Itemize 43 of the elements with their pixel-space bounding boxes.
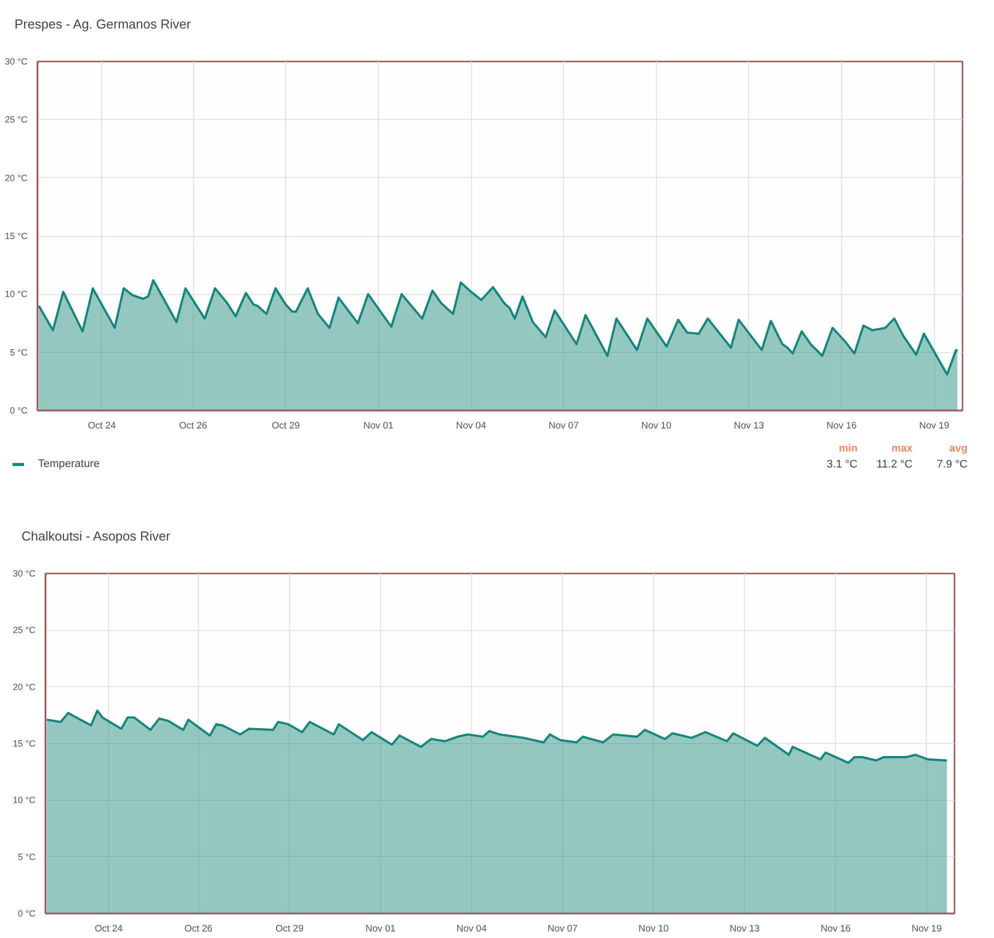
x-tick-label: Nov 10 — [638, 924, 669, 934]
x-tick-label: Nov 01 — [363, 420, 394, 432]
x-tick-label: Oct 24 — [88, 420, 116, 432]
y-tick-label: 30 °C — [12, 568, 36, 578]
y-tick-label: 10 °C — [4, 289, 28, 300]
y-tick-label: 5 °C — [10, 347, 28, 358]
x-tick-label: Nov 01 — [365, 924, 396, 934]
x-tick-label: Nov 10 — [641, 420, 672, 432]
y-tick-label: 15 °C — [4, 231, 28, 241]
y-tick-label: 0 °C — [18, 908, 36, 918]
x-tick-label: Nov 16 — [820, 924, 851, 934]
x-tick-label: Nov 04 — [456, 924, 487, 934]
x-tick-label: Nov 04 — [456, 420, 486, 432]
text: max — [891, 442, 913, 454]
text: 3.1 °C — [826, 458, 858, 470]
x-tick-label: Nov 07 — [548, 924, 578, 934]
x-tick-label: Oct 26 — [179, 420, 208, 432]
y-tick-label: 0 °C — [10, 406, 28, 416]
y-tick-label: 5 °C — [18, 852, 36, 862]
x-tick-label: Nov 19 — [912, 924, 942, 934]
y-tick-label: 10 °C — [12, 795, 36, 806]
x-tick-label: Nov 16 — [826, 420, 857, 432]
y-tick-label: 20 °C — [4, 172, 28, 183]
text: min — [838, 442, 858, 454]
x-tick-label: Oct 29 — [272, 420, 300, 432]
text: 7.9 °C — [936, 458, 968, 470]
x-tick-label: Oct 26 — [184, 924, 212, 934]
x-tick-label: Nov 13 — [734, 420, 764, 432]
x-tick-label: Nov 07 — [548, 420, 579, 432]
text: avg — [949, 442, 968, 454]
x-tick-label: Nov 13 — [730, 924, 760, 934]
y-tick-label: 30 °C — [4, 56, 28, 66]
chart-title: Chalkoutsi - Asopos River — [22, 528, 172, 544]
text: 11.2 °C — [876, 458, 913, 470]
chart-title: Prespes - Ag. Germanos River — [14, 16, 192, 32]
y-tick-label: 25 °C — [12, 625, 36, 636]
y-tick-label: 25 °C — [4, 114, 28, 125]
x-tick-label: Oct 29 — [276, 924, 304, 934]
y-tick-label: 20 °C — [12, 682, 36, 692]
legend-label: Temperature — [38, 458, 100, 470]
y-tick-label: 15 °C — [12, 738, 36, 748]
x-tick-label: Oct 24 — [94, 924, 123, 934]
x-tick-label: Nov 19 — [919, 420, 950, 432]
